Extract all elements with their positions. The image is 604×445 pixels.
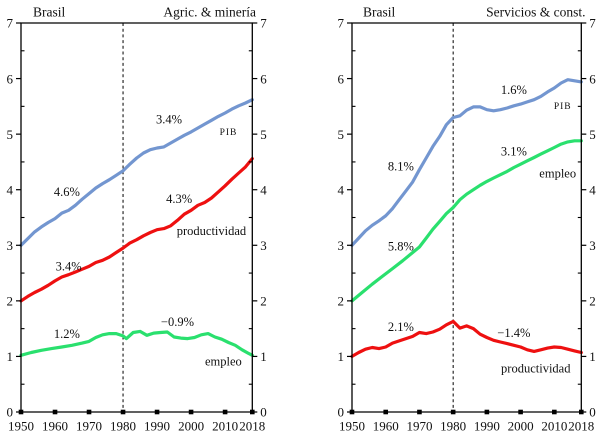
annotation-58: 5.8% [388, 239, 414, 253]
y-tick-label-left: 7 [7, 16, 14, 31]
right-panel-servicios-const: 0 0 1 1 2 2 3 3 4 4 5 5 6 6 7 7 1950 1960 1970 1980 1990 2000… [338, 16, 597, 434]
x-tick-square [417, 409, 422, 415]
y-tick-label-left: 5 [338, 127, 345, 142]
x-tick-label: 1980 [440, 419, 466, 434]
y-tick-label-right: 2 [260, 294, 267, 309]
y-tick-label-right: 4 [260, 182, 267, 197]
x-tick-square [188, 409, 194, 415]
y-tick-label-left: 7 [338, 16, 345, 31]
series-line-productividad [19, 157, 254, 303]
y-tick-label-right: 6 [589, 71, 596, 86]
y-tick-label-left: 5 [7, 127, 14, 142]
annotation-14: −1.4% [497, 326, 530, 340]
y-tick-label-right: 3 [260, 238, 267, 253]
x-tick-label: 1990 [474, 419, 500, 434]
series-line-empleo [19, 329, 254, 357]
annotation-34: 3.4% [56, 259, 82, 273]
left-panel-agric-mineria: 0 0 1 1 2 2 3 3 4 4 5 5 6 6 7 7 1950 1960 1970 1980 1990 2000… [7, 16, 268, 434]
y-tick-label-right: 4 [589, 182, 596, 197]
right-panel-country-title: Brasil [363, 5, 395, 20]
y-tick-label-left: 1 [7, 349, 14, 364]
annotation-21: 2.1% [388, 320, 414, 334]
x-tick-label: 1970 [76, 419, 102, 434]
x-tick-label: 1980 [110, 419, 136, 434]
annotation-46: 4.6% [54, 185, 80, 199]
y-tick-label-right: 5 [589, 127, 596, 142]
series-line-productividad [350, 319, 583, 358]
x-tick-square [484, 409, 490, 415]
x-tick-square [18, 409, 24, 415]
annotation-productividad: productividad [177, 224, 247, 238]
y-tick-label-left: 4 [338, 182, 345, 197]
y-tick-label-left: 4 [7, 182, 14, 197]
annotation-43: 4.3% [166, 192, 192, 206]
x-tick-square [349, 409, 355, 415]
y-tick-label-right: 7 [260, 16, 267, 31]
y-tick-label-left: 2 [7, 294, 14, 309]
y-tick-label-left: 3 [338, 238, 345, 253]
y-tick-label-left: 0 [7, 405, 14, 420]
x-tick-square [552, 409, 557, 415]
series-line-PIB [350, 78, 583, 247]
x-tick-label: 2010 [212, 419, 238, 434]
y-tick-label-left: 3 [7, 238, 14, 253]
x-tick-label: 1950 [8, 419, 34, 434]
annotation-PIB: PIB [554, 102, 572, 112]
x-tick-label: 2018 [239, 419, 265, 434]
y-tick-label-left: 6 [338, 71, 345, 86]
y-tick-label-left: 2 [338, 294, 345, 309]
y-tick-label-right: 0 [260, 405, 267, 420]
annotation-empleo: empleo [539, 167, 576, 181]
y-tick-label-right: 6 [260, 71, 267, 86]
x-tick-label: 2000 [508, 419, 534, 434]
x-tick-label: 2010 [541, 419, 567, 434]
annotation-31: 3.1% [501, 144, 527, 158]
x-tick-square [86, 409, 92, 415]
x-tick-square [518, 409, 523, 415]
series-line-PIB [19, 98, 254, 247]
annotation-empleo: empleo [205, 354, 242, 368]
x-tick-label: 1970 [406, 419, 432, 434]
annotation-productividad: productividad [501, 362, 571, 376]
annotation-81: 8.1% [388, 159, 414, 173]
y-tick-label-right: 5 [260, 127, 267, 142]
x-tick-square [154, 409, 160, 415]
left-panel-country-title: Brasil [33, 5, 65, 20]
annotation-09: −0.9% [161, 315, 194, 329]
plot-frame [351, 22, 582, 413]
x-tick-label: 1960 [42, 419, 68, 434]
left-panel-sector-title: Agric. & minería [163, 5, 256, 20]
x-tick-square [120, 409, 126, 415]
annotation-PIB: PIB [220, 128, 238, 138]
x-tick-square [579, 409, 584, 415]
y-tick-label-right: 2 [589, 294, 596, 309]
annotation-12: 1.2% [54, 327, 80, 341]
annotation-16: 1.6% [501, 83, 527, 97]
series-line-empleo [350, 139, 583, 303]
x-tick-label: 2000 [178, 419, 204, 434]
y-tick-label-left: 1 [338, 349, 345, 364]
x-tick-square [450, 409, 456, 415]
annotation-34: 3.4% [156, 113, 182, 127]
x-tick-label: 1990 [144, 419, 170, 434]
y-tick-label-right: 7 [589, 16, 596, 31]
y-tick-label-left: 0 [338, 405, 345, 420]
y-tick-label-right: 0 [589, 405, 596, 420]
x-tick-label: 1960 [373, 419, 399, 434]
x-tick-label: 1950 [339, 419, 365, 434]
x-tick-square [383, 409, 389, 415]
y-tick-label-left: 6 [7, 71, 14, 86]
y-tick-label-right: 1 [589, 349, 596, 364]
x-tick-square [52, 409, 58, 415]
x-tick-square [250, 409, 255, 415]
y-tick-label-right: 1 [260, 349, 267, 364]
right-panel-sector-title: Servicios & const. [486, 5, 585, 20]
x-tick-square [222, 409, 228, 415]
x-tick-label: 2018 [568, 419, 594, 434]
y-tick-label-right: 3 [589, 238, 596, 253]
